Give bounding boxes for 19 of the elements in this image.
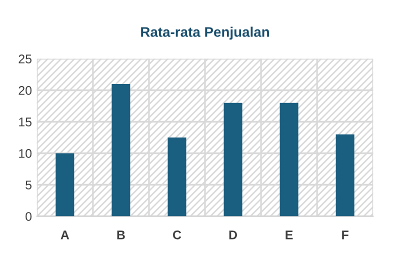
bar [56,153,74,216]
x-tick-label: E [286,230,293,240]
bar [336,134,354,216]
y-tick-label: 20 [18,86,32,95]
bar [224,102,242,216]
x-tick-label: B [117,230,125,240]
chart-title: Rata-rata Penjualan [141,26,269,40]
x-tick-label: C [172,230,182,240]
bar [280,102,298,216]
bar [168,138,186,216]
x-tick-label: F [342,230,348,240]
y-tick-label: 25 [18,54,32,64]
y-tick-label: 0 [26,212,32,221]
y-tick-label: 5 [26,180,32,190]
x-tick-label: A [60,230,70,240]
bar [112,84,130,216]
y-tick-label: 15 [19,118,32,126]
x-tick-label: D [229,230,238,240]
y-tick-label: 10 [19,149,32,158]
